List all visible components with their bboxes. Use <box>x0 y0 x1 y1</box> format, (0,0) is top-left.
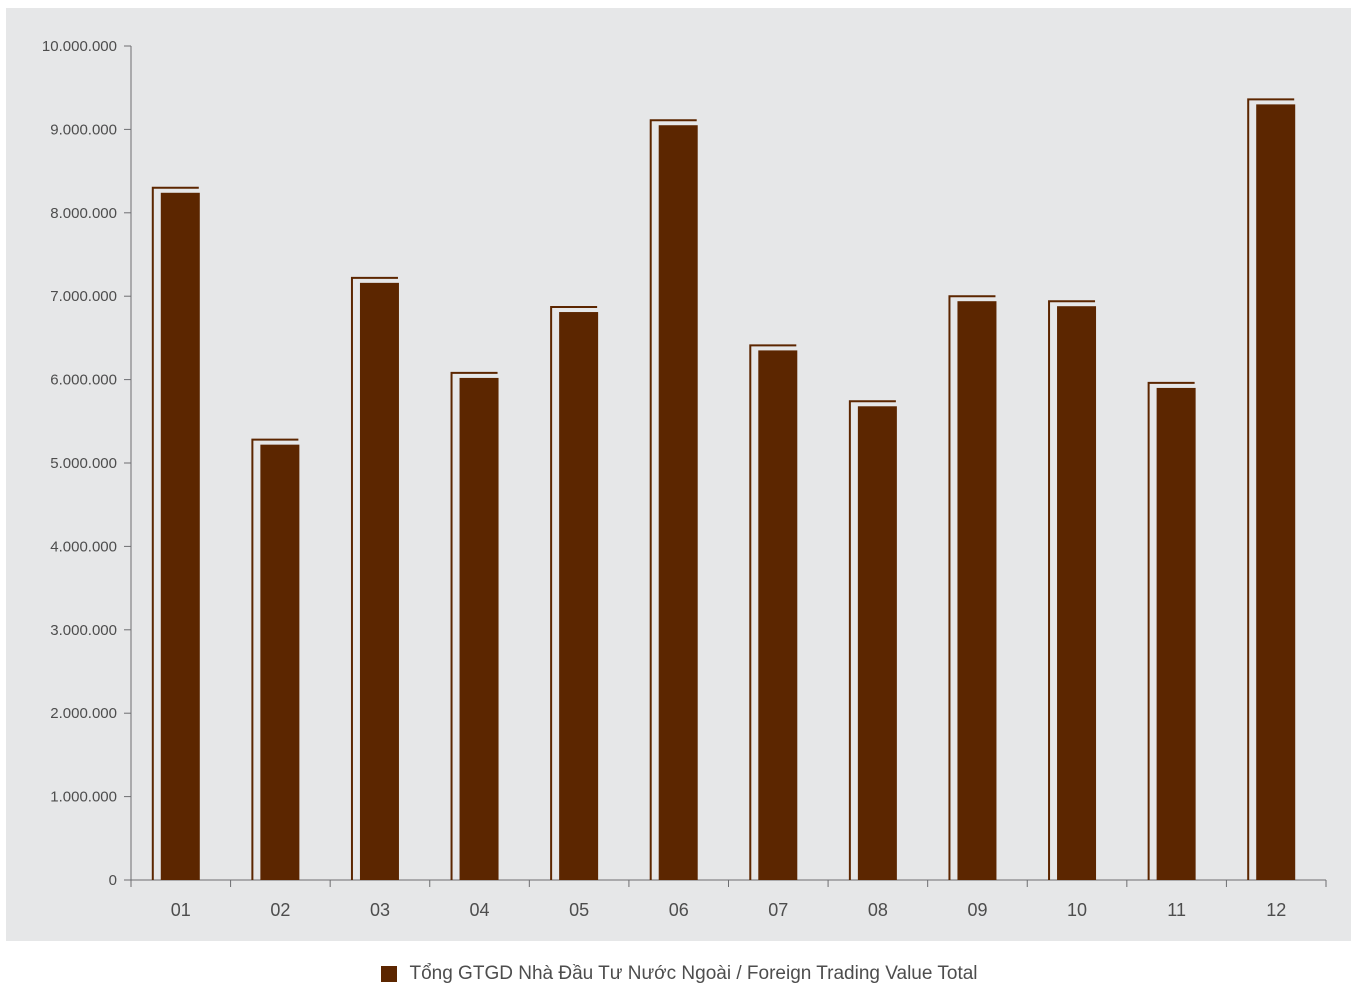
y-tick-label: 4.000.000 <box>50 538 117 555</box>
x-tick-label: 08 <box>868 900 888 920</box>
axis-labels: 0 1.000.000 2.000.000 3.000.000 4.000.000 5.0… <box>42 38 1286 920</box>
y-tick-label: 8.000.000 <box>50 205 117 222</box>
y-tick-label: 9.000.000 <box>50 121 117 138</box>
y-tick-label: 2.000.000 <box>50 705 117 722</box>
bar <box>1057 306 1097 881</box>
y-tick-label: 10.000.000 <box>42 38 117 55</box>
bar-outline <box>251 438 299 880</box>
bar <box>459 377 499 880</box>
y-tick-label: 7.000.000 <box>50 288 117 305</box>
bar <box>260 444 300 880</box>
bar-outline <box>450 371 498 880</box>
bar-outline <box>350 276 398 880</box>
x-tick-label: 10 <box>1067 900 1087 920</box>
bar <box>559 312 599 880</box>
y-tick-label: 3.000.000 <box>50 622 117 639</box>
bar <box>1256 104 1296 881</box>
y-tick-label: 1.000.000 <box>50 789 117 806</box>
x-tick-label: 06 <box>669 900 689 920</box>
bar <box>658 125 698 880</box>
bar-outline <box>1147 381 1195 880</box>
y-tick-label: 0 <box>109 872 117 889</box>
bar-outline <box>1048 300 1096 880</box>
bar-outline <box>550 306 598 880</box>
legend-swatch <box>381 966 398 982</box>
x-tick-label: 12 <box>1266 900 1286 920</box>
bar-outline <box>848 400 896 880</box>
x-tick-label: 01 <box>171 900 191 920</box>
x-tick-label: 04 <box>470 900 490 920</box>
bar <box>1156 387 1196 880</box>
x-tick-label: 05 <box>569 900 589 920</box>
chart-panel: 0 1.000.000 2.000.000 3.000.000 4.000.000 5.0… <box>6 8 1351 941</box>
bar-outline <box>151 186 199 880</box>
bar <box>857 406 897 880</box>
bars <box>151 98 1296 881</box>
bar <box>359 282 399 880</box>
bar-outline <box>649 119 697 880</box>
bar-outline <box>1247 98 1295 880</box>
legend: Tổng GTGD Nhà Đầu Tư Nước Ngoài / Foreig… <box>0 962 1359 986</box>
bar <box>758 350 798 880</box>
x-tick-label: 11 <box>1167 900 1186 920</box>
x-tick-label: 02 <box>270 900 290 920</box>
y-tick-label: 5.000.000 <box>50 455 117 472</box>
x-tick-label: 09 <box>967 900 987 920</box>
bar <box>957 301 997 880</box>
bar <box>160 192 200 880</box>
axes <box>124 45 1327 887</box>
x-tick-label: 03 <box>370 900 390 920</box>
legend-label: Tổng GTGD Nhà Đầu Tư Nước Ngoài / Foreig… <box>409 963 978 984</box>
y-tick-label: 6.000.000 <box>50 372 117 389</box>
bar-outline <box>948 295 996 880</box>
bar-chart: 0 1.000.000 2.000.000 3.000.000 4.000.000 5.0… <box>42 38 1327 920</box>
bar-outline <box>749 344 797 880</box>
x-tick-label: 07 <box>768 900 788 920</box>
